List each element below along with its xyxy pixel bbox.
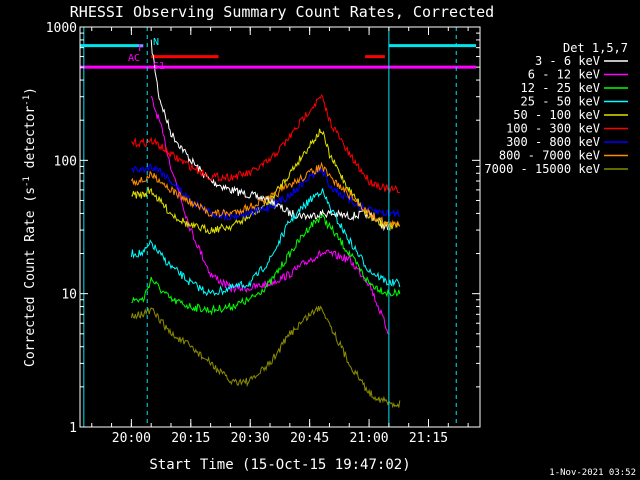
plot-frame (79, 26, 481, 428)
x-tick-label: 20:15 (171, 431, 210, 446)
series-line (130, 188, 401, 297)
y-tick-label: 100 (54, 154, 77, 169)
series-line (131, 213, 401, 316)
y-tick-label: 1 (69, 421, 77, 436)
x-tick-label: 21:00 (350, 431, 389, 446)
flag-label-f: F (138, 43, 144, 54)
footer-date: 1-Nov-2021 03:52 (549, 468, 636, 478)
data-lines (130, 39, 401, 409)
legend-entry: 300 - 800 keV (506, 135, 600, 149)
legend-entry: 25 - 50 keV (521, 95, 600, 109)
series-line (130, 305, 401, 409)
series-line (131, 163, 401, 221)
x-tick-label: 20:00 (112, 431, 151, 446)
legend-entry: 50 - 100 keV (513, 108, 600, 122)
flag-label-n: N (153, 37, 159, 48)
chart-title: RHESSI Observing Summary Count Rates, Co… (70, 3, 494, 21)
y-tick-label: 10 (61, 288, 77, 303)
x-tick-label: 20:45 (290, 431, 329, 446)
flag-label-ac: AC (128, 53, 140, 64)
legend-title: Det 1,5,7 (563, 41, 628, 55)
x-tick-label: 21:15 (409, 431, 448, 446)
series-line (131, 93, 400, 194)
legend-entry: 6 - 12 keV (528, 68, 600, 82)
legend-entry: 7000 - 15000 keV (484, 162, 600, 176)
series-line (131, 128, 400, 235)
x-axis-label: Start Time (15-Oct-15 19:47:02) (149, 457, 410, 473)
legend-entry: 3 - 6 keV (535, 54, 600, 68)
series-line (150, 95, 389, 335)
series-line (130, 161, 401, 229)
x-tick-label: 20:30 (231, 431, 270, 446)
y-tick-label: 1000 (46, 21, 77, 36)
flag-label-s1: S1 (153, 61, 165, 72)
legend-entry: 100 - 300 keV (506, 122, 600, 136)
axis-ticks: 20:00 20:15 20:30 20:45 21:00 21:15 1 10 100 1000 (46, 21, 480, 446)
y-axis-label: Corrected Count Rate (s-1 detector-1) (22, 87, 38, 367)
legend-entry: 800 - 7000 keV (499, 149, 600, 163)
flag-bars (80, 44, 477, 69)
time-markers (83, 27, 457, 427)
legend-entry: 12 - 25 keV (521, 81, 600, 95)
